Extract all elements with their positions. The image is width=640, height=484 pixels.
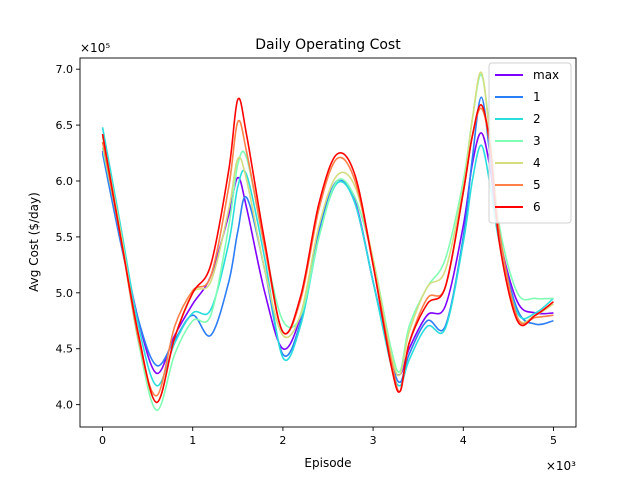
y-axis-label: Avg Cost ($/day) bbox=[27, 192, 41, 292]
x-tick-label: 0 bbox=[99, 434, 106, 447]
series-line-2 bbox=[101, 127, 554, 387]
series-line-6 bbox=[101, 97, 554, 404]
y-tick-label: 6.0 bbox=[56, 175, 74, 188]
x-axis-label: Episode bbox=[304, 456, 351, 470]
y-multiplier-label: ×10⁵ bbox=[80, 41, 110, 55]
legend-label-6: 6 bbox=[533, 200, 541, 214]
x-multiplier-label: ×10³ bbox=[546, 459, 576, 473]
axes: 0 1 2 3 4 5 4.0 4.5 5.0 5.5 6.0 6.5 7.0 bbox=[56, 57, 577, 447]
y-tick-label: 5.0 bbox=[56, 287, 74, 300]
y-tick-label: 7.0 bbox=[56, 63, 74, 76]
y-tick-label: 4.0 bbox=[56, 399, 74, 412]
y-tick-label: 6.5 bbox=[56, 119, 74, 132]
chart-title: Daily Operating Cost bbox=[255, 37, 401, 53]
legend-label-4: 4 bbox=[533, 156, 541, 170]
series-line-5 bbox=[101, 107, 554, 397]
x-tick-label: 2 bbox=[279, 434, 286, 447]
legend-label-max: max bbox=[533, 68, 559, 82]
legend-label-1: 1 bbox=[533, 90, 541, 104]
x-tick-label: 3 bbox=[370, 434, 377, 447]
legend: max 1 2 3 4 5 6 bbox=[488, 62, 572, 224]
legend-label-5: 5 bbox=[533, 178, 541, 192]
x-tick-label: 4 bbox=[460, 434, 467, 447]
legend-label-2: 2 bbox=[533, 112, 541, 126]
y-tick-label: 4.5 bbox=[56, 343, 74, 356]
legend-label-3: 3 bbox=[533, 134, 541, 148]
legend-box bbox=[488, 62, 572, 224]
y-tick-label: 5.5 bbox=[56, 231, 74, 244]
x-tick-label: 5 bbox=[550, 434, 557, 447]
x-tick-label: 1 bbox=[189, 434, 196, 447]
axes-frame bbox=[79, 57, 577, 428]
